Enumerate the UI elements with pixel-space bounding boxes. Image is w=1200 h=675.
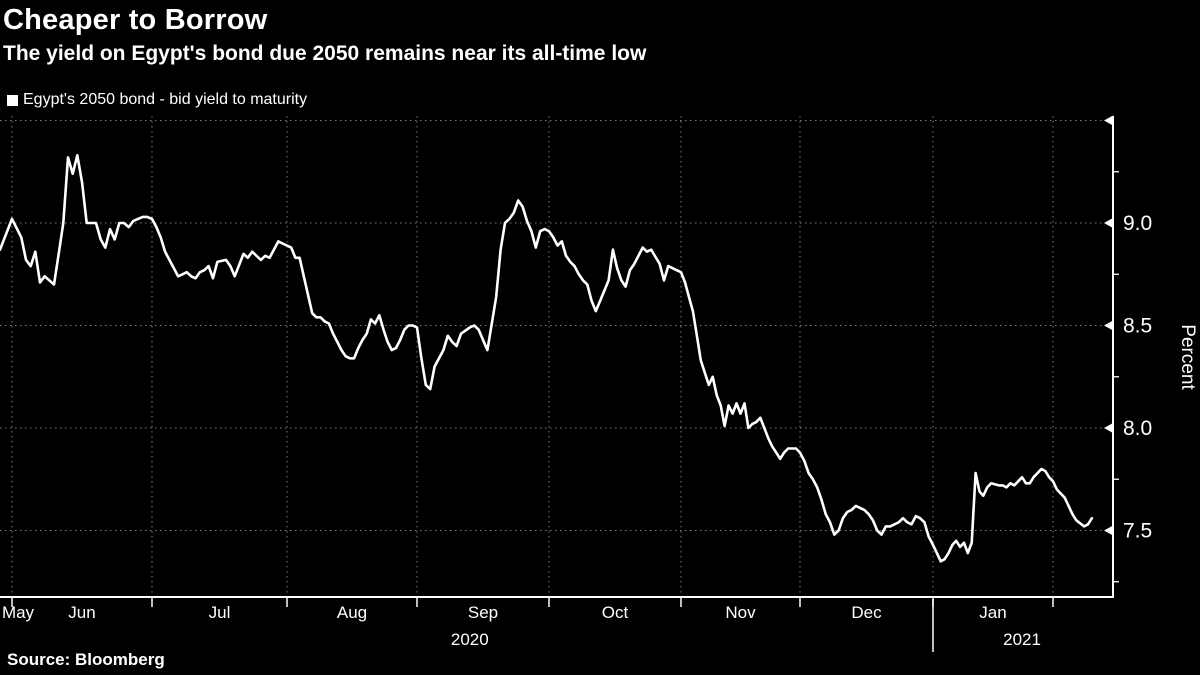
- series-line-egypt-2050-bond: [0, 154, 1094, 563]
- y-axis-major-tick: [1104, 320, 1113, 331]
- y-tick-label: 7.5: [1123, 520, 1152, 543]
- x-year-label: 2021: [1003, 630, 1041, 649]
- x-year-label: 2020: [451, 630, 489, 649]
- y-axis-major-tick: [1104, 525, 1113, 536]
- y-axis-major-tick: [1104, 423, 1113, 433]
- legend-marker: [7, 94, 18, 106]
- legend: Egypt's 2050 bond - bid yield to maturit…: [7, 91, 307, 109]
- legend-label: Egypt's 2050 bond - bid yield to maturit…: [23, 91, 308, 108]
- x-month-label: Jan: [979, 603, 1006, 622]
- source-attribution: Source: Bloomberg: [7, 650, 165, 669]
- y-axis-title: Percent: [1177, 324, 1198, 390]
- x-month-label: Dec: [851, 603, 882, 622]
- chart-subtitle: The yield on Egypt's bond due 2050 remai…: [3, 42, 647, 65]
- y-tick-label: 8.5: [1123, 315, 1152, 338]
- y-tick-label: 9.0: [1123, 212, 1152, 235]
- y-axis-major-tick: [1104, 218, 1113, 228]
- x-month-label: Nov: [725, 603, 756, 622]
- x-month-label: Sep: [468, 603, 498, 622]
- x-month-label: Jul: [209, 603, 231, 622]
- y-axis-major-tick: [1104, 115, 1113, 126]
- y-tick-label: 8.0: [1123, 417, 1152, 440]
- x-month-label: Oct: [602, 603, 629, 622]
- x-month-label: May: [2, 603, 35, 622]
- chart-title: Cheaper to Borrow: [3, 4, 268, 36]
- x-month-label: Aug: [337, 603, 367, 622]
- x-month-label: Jun: [68, 603, 95, 622]
